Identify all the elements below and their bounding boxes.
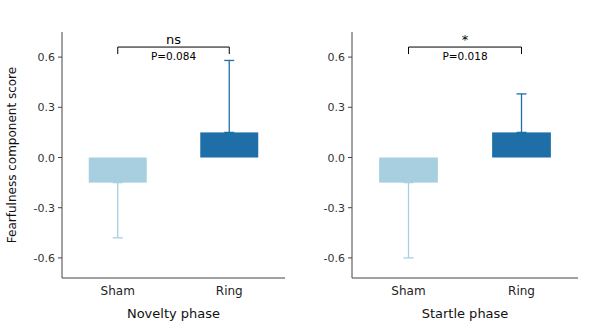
- error-cap: [224, 60, 234, 61]
- bar: [200, 132, 258, 157]
- y-axis: [62, 32, 63, 278]
- error-cap: [113, 182, 123, 183]
- y-tick: [58, 107, 62, 108]
- bar: [379, 158, 438, 183]
- significance-label: *: [462, 32, 469, 47]
- y-tick-label: 0.6: [328, 51, 346, 64]
- p-value-label: P=0.018: [442, 50, 487, 62]
- y-tick-label: -0.6: [324, 252, 345, 265]
- error-cap: [404, 182, 414, 183]
- x-tick-label: Ring: [216, 284, 243, 298]
- y-tick-label: 0.6: [38, 51, 56, 64]
- bar: [89, 158, 147, 183]
- y-tick: [348, 207, 352, 208]
- y-tick: [348, 157, 352, 158]
- error-line: [408, 183, 409, 258]
- y-tick-label: 0.3: [328, 101, 346, 114]
- y-tick: [58, 157, 62, 158]
- significance-label: ns: [166, 32, 181, 47]
- error-cap: [224, 132, 234, 133]
- chart: -0.6 -0.3 0.0 0.3 0.6 Sham Ring Novelty phase Fe…: [0, 0, 600, 335]
- y-tick-label: -0.3: [34, 202, 55, 215]
- y-tick-label: 0.0: [38, 152, 56, 165]
- y-tick-label: -0.6: [34, 252, 55, 265]
- y-tick-label: 0.3: [38, 101, 56, 114]
- error-bar: [404, 183, 414, 258]
- x-tick-label: Sham: [391, 284, 425, 298]
- x-axis-label: Startle phase: [422, 306, 509, 321]
- error-line: [229, 60, 230, 132]
- panel: -0.6 -0.3 0.0 0.3 0.6 Sham Ring Startle phase * P…: [324, 32, 578, 321]
- error-bar: [113, 183, 123, 238]
- x-tick-label: Sham: [101, 284, 135, 298]
- panel: -0.6 -0.3 0.0 0.3 0.6 Sham Ring Novelty phase Fe…: [5, 32, 285, 321]
- y-tick-label: 0.0: [328, 152, 346, 165]
- error-cap: [113, 237, 123, 238]
- y-tick: [348, 57, 352, 58]
- y-tick: [58, 257, 62, 258]
- error-line: [521, 94, 522, 132]
- marks: [379, 94, 551, 258]
- error-line: [117, 183, 118, 238]
- error-cap: [517, 93, 527, 94]
- y-axis-label: Fearfulness component score: [5, 67, 19, 243]
- y-tick-label: -0.3: [324, 202, 345, 215]
- y-tick: [58, 207, 62, 208]
- p-value-label: P=0.084: [151, 50, 197, 62]
- bar: [492, 132, 551, 157]
- y-tick: [348, 257, 352, 258]
- error-bar: [224, 60, 234, 132]
- error-cap: [404, 257, 414, 258]
- x-axis-label: Novelty phase: [127, 306, 220, 321]
- y-tick: [348, 107, 352, 108]
- marks: [89, 60, 258, 237]
- error-bar: [517, 94, 527, 132]
- x-axis: [352, 278, 578, 279]
- y-axis: [352, 32, 353, 278]
- error-cap: [517, 132, 527, 133]
- y-tick: [58, 57, 62, 58]
- x-axis: [62, 278, 285, 279]
- x-tick-label: Ring: [508, 284, 535, 298]
